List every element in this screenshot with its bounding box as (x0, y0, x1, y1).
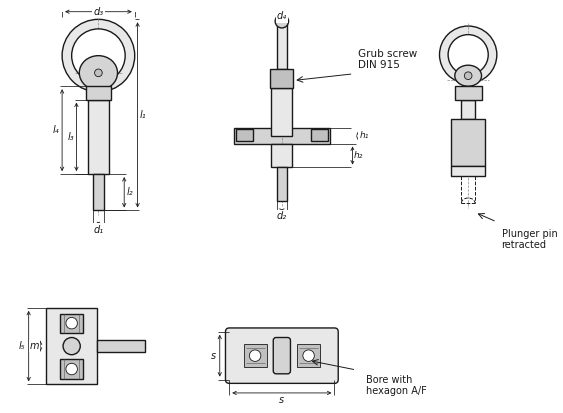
Circle shape (66, 363, 77, 375)
Text: l₅: l₅ (19, 341, 25, 351)
Circle shape (249, 350, 261, 361)
Bar (244, 344, 266, 367)
Text: h₁: h₁ (359, 131, 369, 140)
Circle shape (275, 14, 289, 28)
Text: l₁: l₁ (140, 110, 146, 120)
Bar (271, 88, 292, 136)
Text: l₂: l₂ (127, 187, 133, 197)
Bar (277, 167, 287, 201)
Text: d₁: d₁ (93, 225, 104, 235)
Bar (462, 100, 475, 119)
Bar (60, 359, 83, 379)
Text: Plunger pin
retracted: Plunger pin retracted (502, 228, 557, 250)
Bar (451, 166, 485, 176)
Text: s: s (279, 394, 284, 405)
Text: d₃: d₃ (93, 7, 104, 17)
Text: Grub screw
DIN 915: Grub screw DIN 915 (358, 49, 418, 70)
Circle shape (440, 26, 497, 83)
Circle shape (66, 318, 77, 329)
Circle shape (464, 72, 472, 80)
Bar (455, 86, 481, 100)
Bar (297, 344, 320, 367)
Text: h₂: h₂ (354, 151, 363, 160)
Bar (236, 129, 253, 141)
Bar (277, 21, 287, 69)
Ellipse shape (79, 56, 118, 90)
Bar (46, 308, 97, 385)
Ellipse shape (455, 65, 481, 86)
Circle shape (303, 350, 314, 361)
Circle shape (63, 337, 81, 355)
Bar (311, 129, 328, 141)
Bar (93, 174, 104, 211)
Text: s: s (211, 351, 216, 361)
Text: Bore with
hexagon A/F: Bore with hexagon A/F (366, 375, 427, 396)
FancyBboxPatch shape (273, 337, 291, 374)
Bar (271, 144, 292, 167)
Circle shape (72, 29, 125, 83)
Bar (270, 69, 293, 88)
Bar (60, 313, 83, 333)
Text: m: m (30, 341, 39, 351)
Text: d₄: d₄ (277, 12, 287, 21)
Circle shape (95, 69, 102, 77)
Bar (97, 340, 145, 352)
Text: l₄: l₄ (53, 125, 60, 135)
Bar (451, 119, 485, 166)
Text: l₃: l₃ (68, 132, 74, 142)
Bar (234, 128, 329, 144)
Circle shape (448, 35, 488, 75)
FancyBboxPatch shape (226, 328, 338, 383)
Bar (86, 86, 111, 100)
Text: d₂: d₂ (277, 211, 287, 221)
Bar (88, 100, 109, 174)
Circle shape (62, 19, 135, 92)
